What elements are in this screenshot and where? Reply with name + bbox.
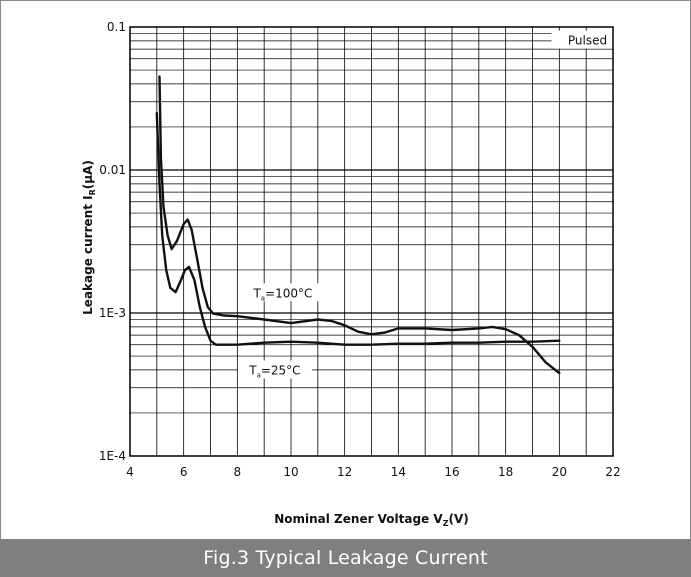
plot-border (129, 26, 614, 457)
grid (130, 27, 613, 456)
annotation-ta-25: Ta=25°C (248, 363, 300, 379)
annotations: Pulsed Ta=100°C Ta=25°C (237, 30, 624, 379)
annotation-ta-25-background (237, 360, 312, 379)
annotation-ta-100-background (240, 283, 325, 302)
y-tick-label: 1E-3 (99, 306, 126, 320)
x-tick-label: 10 (283, 465, 298, 479)
x-tick-label: 4 (126, 465, 134, 479)
x-tick-label: 14 (391, 465, 406, 479)
annotation-ta-100: Ta=100°C (252, 286, 312, 302)
annotation-pulsed: Pulsed (568, 34, 607, 48)
series-line-1 (158, 75, 561, 375)
x-tick-label: 20 (552, 465, 567, 479)
y-tick-label: 0.1 (107, 20, 126, 34)
x-tick-label: 12 (337, 465, 352, 479)
tick-labels: 4 6 8 10 12 14 16 18 20 22 1E-4 1E-3 0.01 0.1 (99, 20, 621, 479)
x-tick-label: 22 (605, 465, 620, 479)
x-tick-label: 18 (498, 465, 513, 479)
x-tick-label: 6 (180, 465, 188, 479)
figure-caption: Fig.3 Typical Leakage Current (0, 539, 691, 577)
chart: 4 6 8 10 12 14 16 18 20 22 1E-4 1E-3 0.01 0.1 Pulsed T… (81, 20, 624, 528)
x-axis-label: Nominal Zener Voltage VZ(V) (274, 512, 469, 528)
x-tick-label: 8 (234, 465, 242, 479)
y-axis-label: Leakage current IR(μA) (81, 160, 97, 315)
x-tick-label: 16 (444, 465, 459, 479)
y-tick-label: 0.01 (99, 163, 126, 177)
series-layer (155, 75, 561, 375)
annotation-background (551, 30, 624, 49)
y-tick-label: 1E-4 (99, 449, 126, 463)
series-line-2 (155, 111, 561, 346)
